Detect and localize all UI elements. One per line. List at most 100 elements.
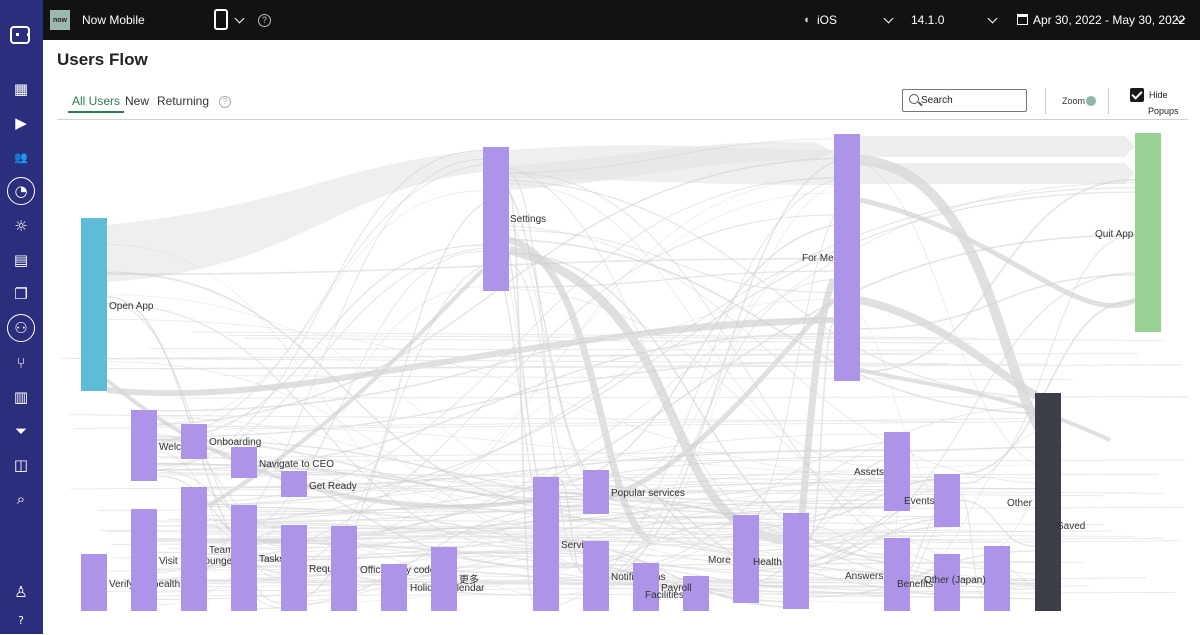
flow-link bbox=[482, 138, 861, 174]
users-icon[interactable]: 👥 bbox=[14, 150, 28, 164]
flow-link bbox=[558, 279, 835, 596]
lightbulb-icon[interactable]: ☼ bbox=[14, 217, 28, 235]
flow-node-ceo[interactable] bbox=[231, 447, 257, 478]
version-select[interactable]: 14.1.0 bbox=[911, 13, 945, 27]
platform-select[interactable]: iOS bbox=[817, 13, 838, 27]
flow-node-quit[interactable] bbox=[1135, 133, 1161, 332]
flow-node-services[interactable] bbox=[533, 477, 559, 611]
flow-node-label: Payroll bbox=[661, 583, 692, 594]
flow-node-label: Other bbox=[1007, 498, 1033, 509]
tab-new[interactable]: New bbox=[125, 94, 150, 108]
flow-node-holiday[interactable] bbox=[381, 564, 407, 611]
flow-link bbox=[732, 525, 961, 572]
flow-node-team[interactable] bbox=[181, 487, 207, 611]
app-logo: now bbox=[50, 10, 70, 30]
help-icon[interactable]: ? bbox=[219, 96, 231, 108]
flow-node-label: Benefits bbox=[897, 579, 933, 590]
flow-node-office[interactable] bbox=[331, 526, 357, 611]
flow-node-label: Get Ready bbox=[309, 481, 357, 492]
flow-link bbox=[156, 244, 484, 440]
flow-node-saved[interactable] bbox=[1035, 393, 1061, 611]
page-title: Users Flow bbox=[57, 50, 148, 69]
tab-all-users[interactable]: All Users bbox=[68, 94, 125, 113]
flow-node-otherjp[interactable] bbox=[984, 546, 1010, 611]
flow-link bbox=[222, 375, 1073, 381]
flow-node-label: Events bbox=[904, 496, 935, 507]
calendar-icon[interactable] bbox=[1017, 14, 1028, 25]
profile-icon[interactable]: ♙ bbox=[14, 583, 28, 601]
flow-node-tasks[interactable] bbox=[231, 505, 257, 611]
flow-link bbox=[105, 363, 1049, 370]
dashboard-icon[interactable]: ▦ bbox=[13, 80, 29, 98]
flow-node-more[interactable] bbox=[733, 515, 759, 603]
search-icon bbox=[909, 94, 919, 104]
flow-node-settings[interactable] bbox=[483, 147, 509, 291]
news-icon[interactable]: ▤ bbox=[13, 251, 29, 269]
flow-band-3 bbox=[860, 163, 1135, 184]
flow-node-requests[interactable] bbox=[281, 525, 307, 611]
widgets-icon[interactable]: ◫ bbox=[13, 456, 29, 474]
flow-node-events[interactable] bbox=[934, 474, 960, 527]
search-input[interactable] bbox=[921, 92, 1021, 109]
date-range-picker[interactable]: Apr 30, 2022 - May 30, 2022 bbox=[1033, 13, 1186, 27]
branch-icon[interactable]: ⑂ bbox=[16, 354, 26, 372]
analytics-icon[interactable]: ◔ bbox=[7, 177, 35, 205]
flow-node-more_cn[interactable] bbox=[431, 547, 457, 611]
flow-link bbox=[959, 234, 1136, 485]
flow-node-welcome[interactable] bbox=[131, 410, 157, 481]
flow-node-payroll[interactable] bbox=[683, 576, 709, 611]
sidebar: ▦ ▶ 👥 ◔ ☼ ▤ ❐ ⚇ ⑂ ▥ ⏷ ◫ ⌕ ♙ ? bbox=[0, 0, 43, 634]
flow-node-label: Quit App bbox=[1095, 229, 1134, 240]
tab-returning[interactable]: Returning bbox=[157, 94, 210, 108]
flow-link-thick-8 bbox=[859, 197, 1137, 308]
flow-link bbox=[156, 451, 282, 609]
copy-icon[interactable]: ❐ bbox=[14, 285, 28, 303]
zoom-toggle[interactable] bbox=[1086, 96, 1096, 106]
flow-link bbox=[782, 486, 961, 572]
flow-link bbox=[959, 299, 1136, 476]
search-box[interactable] bbox=[902, 89, 1027, 112]
flow-link bbox=[206, 541, 584, 554]
flow-node-ready[interactable] bbox=[281, 471, 307, 497]
flow-link bbox=[60, 357, 950, 364]
flow-link bbox=[959, 499, 1036, 547]
flow-icon[interactable]: ⚇ bbox=[7, 314, 35, 342]
flow-node-popular[interactable] bbox=[583, 470, 609, 514]
help-icon[interactable]: ? bbox=[18, 613, 24, 627]
flow-node-label: Settings bbox=[510, 214, 546, 225]
flow-link bbox=[156, 187, 1136, 527]
flow-link bbox=[88, 352, 935, 360]
apple-icon: ◖ bbox=[803, 14, 810, 26]
flow-node-verify[interactable] bbox=[81, 554, 107, 611]
flow-node-forme[interactable] bbox=[834, 134, 860, 381]
flow-node-benefits[interactable] bbox=[934, 554, 960, 611]
flow-link bbox=[859, 274, 1136, 330]
flow-node-assets[interactable] bbox=[884, 432, 910, 511]
app-name[interactable]: Now Mobile bbox=[82, 13, 145, 27]
flow-node-answers[interactable] bbox=[884, 538, 910, 611]
flow-node-open[interactable] bbox=[81, 218, 107, 391]
help-icon[interactable]: ? bbox=[258, 14, 271, 27]
flow-link-thick-5 bbox=[106, 317, 835, 397]
funnel-icon[interactable]: ⏷ bbox=[14, 422, 27, 440]
hide-popups-checkbox[interactable] bbox=[1130, 88, 1144, 102]
flow-link bbox=[582, 563, 810, 572]
play-icon[interactable]: ▶ bbox=[15, 114, 27, 132]
flow-link bbox=[238, 524, 1056, 532]
flow-node-facil[interactable] bbox=[633, 563, 659, 611]
flow-node-label: Health bbox=[753, 557, 782, 568]
flow-node-label: Welcome bbox=[159, 442, 201, 453]
bar-chart-icon[interactable]: ▥ bbox=[13, 388, 29, 406]
flow-node-label: Team bbox=[209, 545, 233, 556]
flow-node-onboard[interactable] bbox=[181, 424, 207, 459]
flow-node-notif[interactable] bbox=[583, 541, 609, 611]
flow-node-visit[interactable] bbox=[131, 509, 157, 611]
search-analytics-icon[interactable]: ⌕ bbox=[16, 490, 26, 508]
flow-link bbox=[156, 190, 484, 424]
separator bbox=[1108, 88, 1109, 114]
flow-node-health[interactable] bbox=[783, 513, 809, 609]
flow-link-thick-10 bbox=[859, 368, 1111, 442]
phone-icon[interactable] bbox=[214, 9, 228, 30]
flow-link bbox=[98, 507, 1184, 511]
app-home-logo[interactable] bbox=[10, 26, 30, 44]
